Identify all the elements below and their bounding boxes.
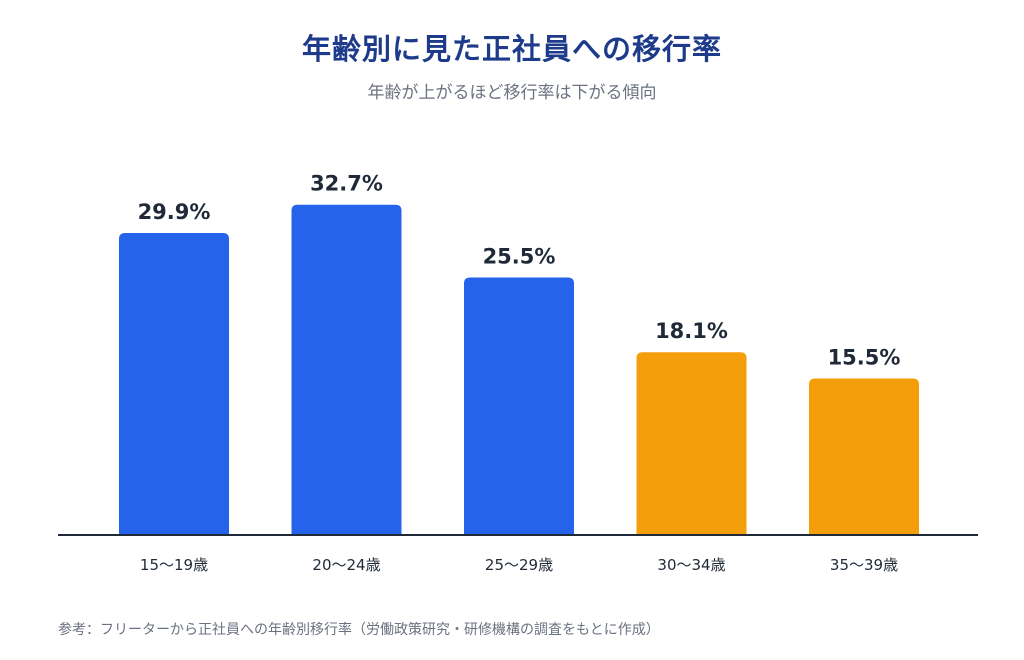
labels-group: 29.9% 15〜19歳 32.7% 20〜24歳 25.5% 25〜29歳 18.1% 30… <box>138 172 901 574</box>
value-label-3: 25.5% <box>483 244 556 268</box>
category-label-2: 20〜24歳 <box>312 556 380 574</box>
category-label-3: 25〜29歳 <box>485 556 553 574</box>
value-label-1: 29.9% <box>138 200 211 224</box>
bar-1 <box>119 233 229 535</box>
category-label-1: 15〜19歳 <box>140 556 208 574</box>
category-label-4: 30〜34歳 <box>657 556 725 574</box>
bar-4 <box>636 352 747 535</box>
bar-chart: 29.9% 15〜19歳 32.7% 20〜24歳 25.5% 25〜29歳 18.1% 30… <box>58 172 978 574</box>
chart-title: 年齢別に見た正社員への移行率 <box>301 32 722 66</box>
category-label-5: 35〜39歳 <box>830 556 898 574</box>
bars-group <box>119 204 919 536</box>
bar-5 <box>809 378 919 535</box>
value-label-4: 18.1% <box>655 319 728 343</box>
source-note: 参考：フリーターから正社員への年齢別移行率（労働政策研究・研修機構の調査をもとに… <box>58 622 660 638</box>
bar-3 <box>464 277 574 535</box>
chart-subtitle: 年齢が上がるほど移行率は下がる傾向 <box>367 83 657 103</box>
value-label-5: 15.5% <box>828 345 901 369</box>
value-label-2: 32.7% <box>310 172 383 196</box>
bar-2 <box>291 204 402 536</box>
